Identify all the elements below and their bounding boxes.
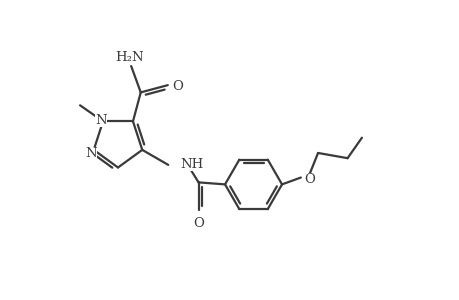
Text: N: N bbox=[95, 114, 106, 128]
Text: O: O bbox=[172, 80, 183, 93]
Text: N: N bbox=[85, 147, 96, 160]
Text: O: O bbox=[193, 218, 203, 230]
Text: H₂N: H₂N bbox=[115, 51, 143, 64]
Text: O: O bbox=[304, 172, 314, 185]
Text: NH: NH bbox=[180, 158, 203, 171]
